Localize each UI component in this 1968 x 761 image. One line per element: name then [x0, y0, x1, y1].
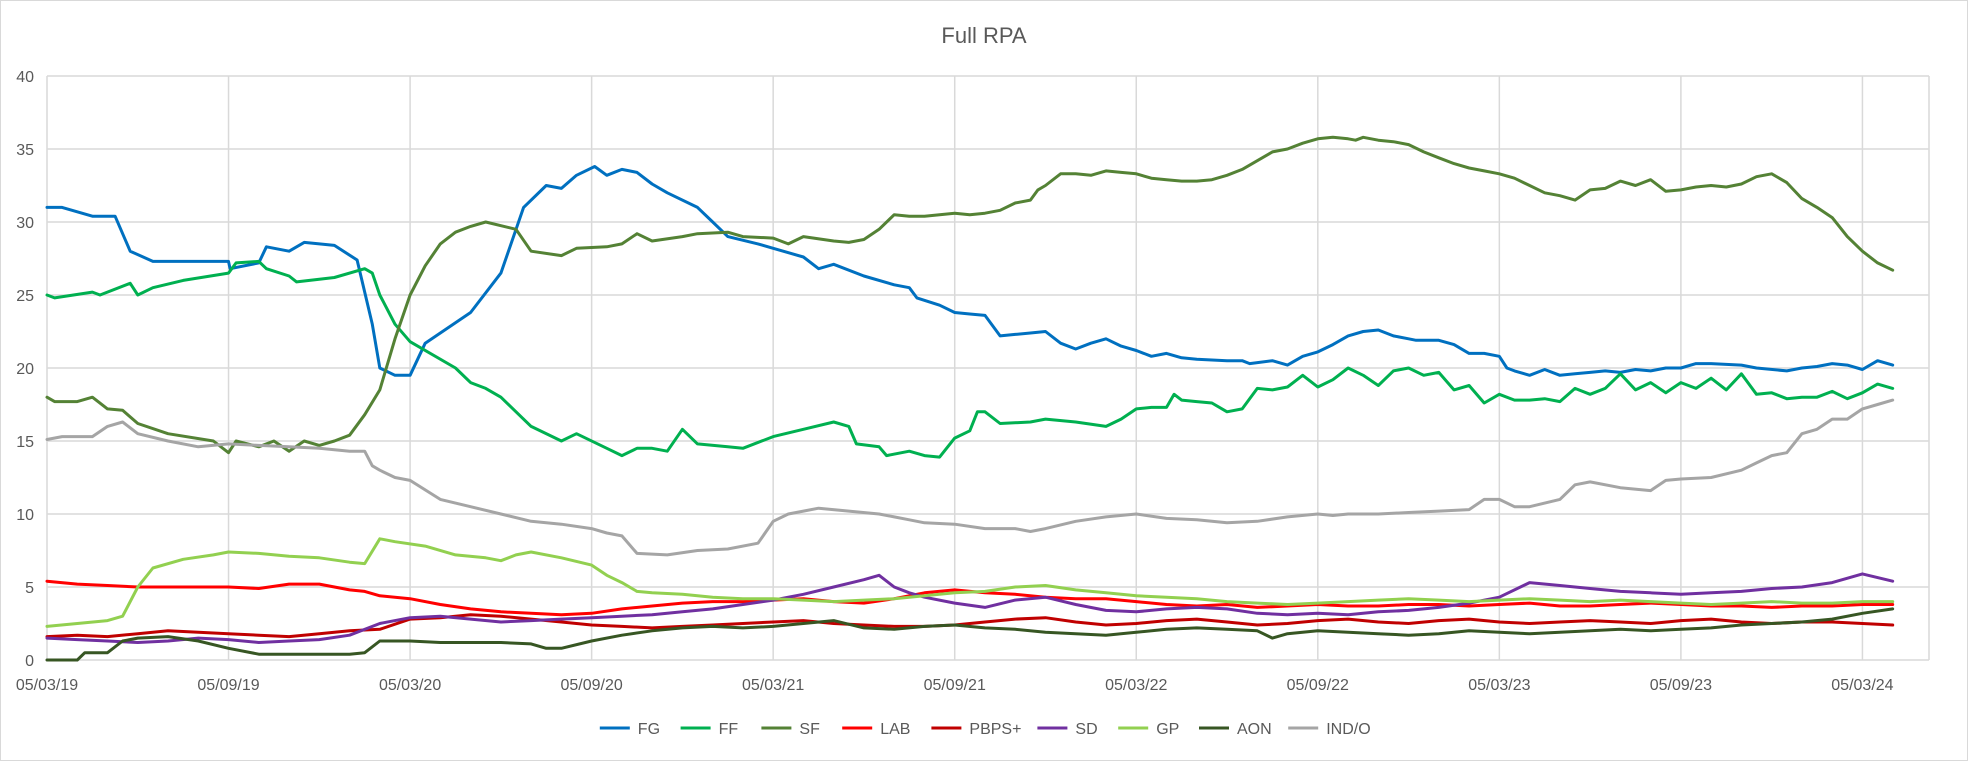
y-tick-label: 25: [16, 288, 34, 305]
x-tick-label: 05/09/20: [560, 677, 622, 694]
x-tick-label: 05/03/23: [1468, 677, 1530, 694]
y-axis-ticks: 0 5 10 15 20 25 30 35 40: [16, 69, 34, 670]
legend-item-ff: FF: [680, 721, 739, 738]
chart-title: Full RPA: [941, 23, 1026, 48]
legend-item-fg: FG: [599, 721, 660, 738]
series-line-sf: [45, 135, 1895, 455]
legend-label: FF: [719, 721, 739, 738]
y-tick-label: 5: [25, 580, 34, 597]
legend-label: FG: [638, 721, 660, 738]
legend-label: AON: [1237, 721, 1272, 738]
legend-item-lab: LAB: [842, 721, 910, 738]
legend-item-sd: SD: [1037, 721, 1098, 738]
y-tick-label: 30: [16, 215, 34, 232]
legend-label: GP: [1156, 721, 1179, 738]
horizontal-gridlines: [47, 75, 1929, 661]
x-tick-label: 05/09/22: [1287, 677, 1349, 694]
x-axis-ticks: 05/03/19 05/09/19 05/03/20 05/09/20 05/03/21…: [16, 677, 1894, 694]
x-tick-label: 05/09/19: [197, 677, 259, 694]
legend: FG FF SF LAB PBPS+ SD GP AON IND/O: [599, 721, 1371, 738]
legend-item-pbps-: PBPS+: [931, 721, 1021, 738]
x-tick-label: 05/09/23: [1650, 677, 1712, 694]
series-line-fg: [45, 165, 1895, 377]
legend-label: SD: [1075, 721, 1097, 738]
legend-label: SF: [799, 721, 820, 738]
y-tick-label: 20: [16, 361, 34, 378]
legend-item-gp: GP: [1118, 721, 1179, 738]
series-line-sd: [45, 572, 1895, 644]
series-line-pbps-: [45, 613, 1895, 639]
y-tick-label: 35: [16, 142, 34, 159]
series-line-ind-o: [45, 398, 1895, 557]
series-line-ff: [45, 259, 1895, 459]
x-tick-label: 05/03/20: [379, 677, 441, 694]
legend-label: IND/O: [1326, 721, 1370, 738]
x-tick-label: 05/09/21: [924, 677, 986, 694]
series-line-gp: [45, 537, 1895, 628]
x-tick-label: 05/03/19: [16, 677, 78, 694]
legend-item-aon: AON: [1199, 721, 1272, 738]
y-tick-label: 40: [16, 69, 34, 86]
legend-item-sf: SF: [761, 721, 820, 738]
legend-label: PBPS+: [969, 721, 1021, 738]
x-tick-label: 05/03/22: [1105, 677, 1167, 694]
x-tick-label: 05/03/24: [1831, 677, 1893, 694]
series-line-aon: [45, 607, 1895, 662]
legend-label: LAB: [880, 721, 910, 738]
legend-item-ind-o: IND/O: [1288, 721, 1371, 738]
x-tick-label: 05/03/21: [742, 677, 804, 694]
y-tick-label: 0: [25, 653, 34, 670]
series-line-lab: [45, 579, 1895, 617]
y-tick-label: 15: [16, 434, 34, 451]
y-tick-label: 10: [16, 507, 34, 524]
series-layer: [45, 135, 1895, 662]
